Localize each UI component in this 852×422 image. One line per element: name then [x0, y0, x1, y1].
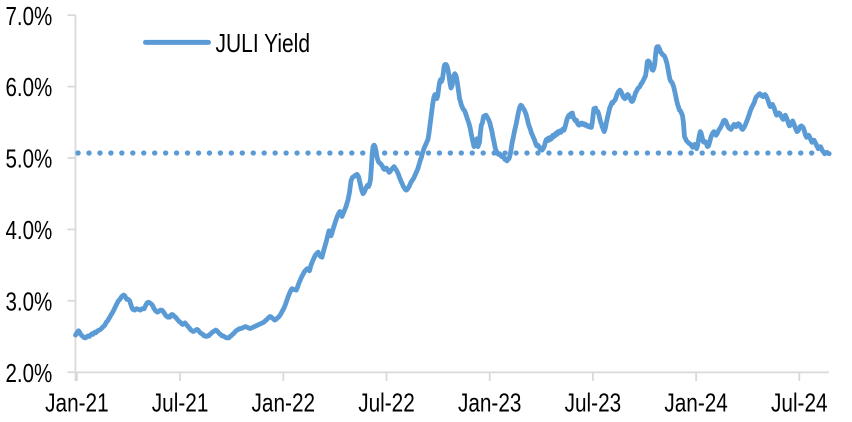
- svg-text:Jul-22: Jul-22: [358, 388, 415, 418]
- svg-text:Jul-21: Jul-21: [152, 388, 209, 418]
- svg-text:Jan-23: Jan-23: [458, 388, 522, 418]
- svg-text:3.0%: 3.0%: [6, 286, 53, 316]
- svg-text:Jul-23: Jul-23: [565, 388, 622, 418]
- svg-text:7.0%: 7.0%: [6, 1, 53, 31]
- svg-text:Jan-22: Jan-22: [252, 388, 316, 418]
- svg-text:Jan-24: Jan-24: [664, 388, 728, 418]
- svg-text:5.0%: 5.0%: [6, 144, 53, 174]
- svg-text:4.0%: 4.0%: [6, 215, 53, 245]
- svg-text:2.0%: 2.0%: [6, 358, 53, 388]
- svg-text:6.0%: 6.0%: [6, 72, 53, 102]
- svg-text:Jan-21: Jan-21: [45, 388, 109, 418]
- svg-text:Jul-24: Jul-24: [771, 388, 828, 418]
- svg-text:JULI Yield: JULI Yield: [216, 28, 311, 58]
